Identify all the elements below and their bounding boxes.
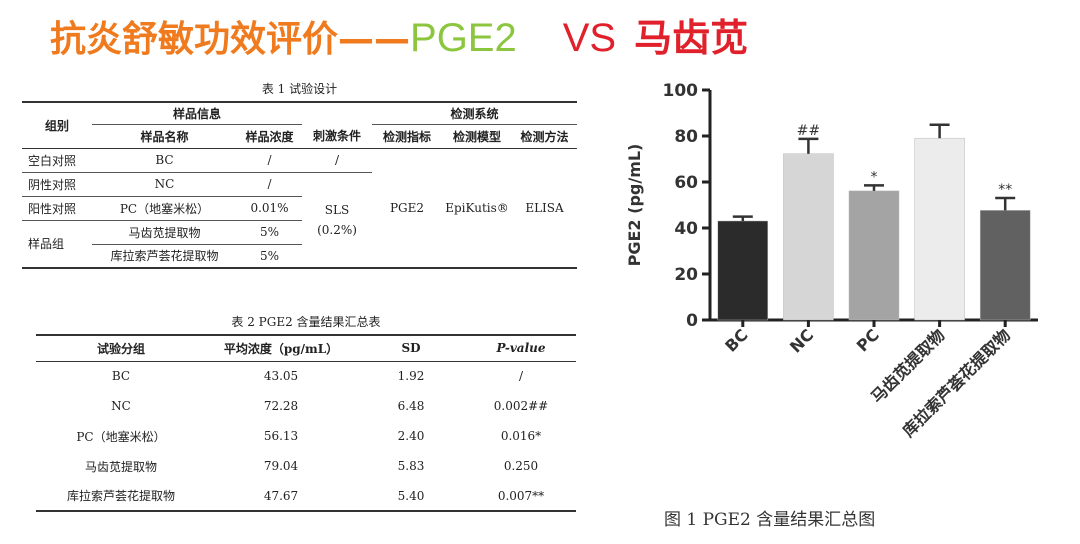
sample-name-cell: BC [92, 148, 237, 173]
group-cell: 阳性对照 [22, 196, 92, 221]
cell: 5.83 [397, 459, 425, 473]
design-table: 组别 样品信息 检测系统 样品名称 样品浓度 刺激条件 检测指标 检测模型 检测… [22, 101, 577, 269]
sample-conc-cell: / [237, 172, 302, 197]
col-header: 试验分组 [36, 334, 206, 362]
cell: NC [111, 399, 131, 413]
cell: 6.48 [397, 399, 425, 413]
sample-name-cell: NC [92, 172, 237, 197]
title-pge2: PGE2 [410, 16, 517, 60]
stim-cell: / [302, 148, 372, 173]
indicator-cell: PGE2 [372, 148, 442, 269]
group-header: 组别 [22, 101, 92, 149]
sample-conc-cell: 0.01% [237, 196, 302, 221]
cell: 1.92 [397, 369, 425, 384]
bar [783, 153, 834, 321]
sample-name-header: 样品名称 [92, 124, 237, 149]
cell: 0.250 [503, 459, 539, 473]
bar [848, 190, 900, 321]
method-header: 检测方法 [512, 124, 577, 149]
y-tick-label: 100 [663, 81, 699, 101]
cell: 72.28 [263, 399, 299, 413]
stim-sls-conc: (0.2%) [317, 222, 357, 237]
table1-caption: 表 1 试验设计 [261, 82, 338, 96]
bar [979, 210, 1031, 321]
col-header: SD [356, 334, 466, 362]
y-tick-label: 40 [674, 219, 698, 239]
x-tick-label: BC [721, 325, 751, 355]
sample-conc-header: 样品浓度 [237, 124, 302, 149]
bar [914, 137, 965, 321]
table-row: BC 43.05 1.92 / [36, 361, 576, 391]
cell: 0.016* [500, 429, 542, 443]
table-row: 库拉索芦荟花提取物 47.67 5.40 0.007** [36, 481, 576, 512]
cell: 马齿苋提取物 [84, 459, 157, 474]
method-cell: ELISA [512, 148, 577, 269]
cell: 库拉索芦荟花提取物 [36, 481, 206, 512]
sample-conc-cell: 5% [237, 244, 302, 269]
group-cell: 阴性对照 [22, 172, 92, 197]
results-table: 试验分组 平均浓度（pg/mL） SD P-value BC 43.05 1.9… [36, 334, 576, 512]
title-portulaca: 马齿苋 [634, 16, 749, 60]
cell: 56.13 [263, 429, 299, 443]
cell: 0.002## [493, 399, 549, 413]
y-tick-label: 80 [674, 127, 698, 147]
significance-label: ## [797, 123, 820, 139]
group-cell: 样品组 [22, 220, 92, 269]
bar [717, 220, 769, 321]
y-tick-label: 60 [674, 173, 698, 193]
stim-sls-cell: SLS (0.2%) [302, 172, 372, 269]
model-header: 检测模型 [442, 124, 512, 149]
group-cell: 空白对照 [22, 148, 92, 173]
col-header: 平均浓度（pg/mL） [206, 334, 356, 362]
cell: 5.40 [356, 481, 466, 512]
table-row: PC（地塞米松） 56.13 2.40 0.016* [36, 421, 576, 451]
page-title: 抗炎舒敏功效评价——PGE2 VS 马齿苋 [50, 6, 748, 70]
significance-label: * [871, 169, 878, 185]
y-axis-label: PGE2 (pg/mL) [625, 144, 644, 267]
sample-info-header: 样品信息 [92, 101, 302, 125]
cell: / [518, 369, 524, 384]
stim-header: 刺激条件 [302, 124, 372, 149]
figure-caption: 图 1 PGE2 含量结果汇总图 [664, 510, 876, 530]
col-header: P-value [466, 334, 576, 362]
cell: 2.40 [397, 429, 425, 443]
title-main: 抗炎舒敏功效评价—— [50, 19, 411, 60]
x-tick-label: PC [853, 325, 883, 355]
table-row: 马齿苋提取物 79.04 5.83 0.250 [36, 451, 576, 481]
y-tick-label: 20 [674, 265, 698, 285]
cell: 47.67 [206, 481, 356, 512]
table-row: NC 72.28 6.48 0.002## [36, 391, 576, 421]
indicator-header: 检测指标 [372, 124, 442, 149]
sample-conc-cell: 5% [237, 220, 302, 245]
sample-name-cell: 库拉索芦荟花提取物 [92, 244, 237, 269]
significance-label: ** [998, 182, 1012, 198]
sample-name-cell: PC（地塞米松） [92, 196, 237, 221]
x-tick-label: 库拉索芦荟花提取物 [899, 325, 1014, 440]
cell: 43.05 [263, 369, 299, 384]
table2-caption: 表 2 PGE2 含量结果汇总表 [231, 315, 381, 329]
model-cell: EpiKutis® [442, 148, 512, 269]
cell: BC [111, 369, 131, 384]
cell: 0.007** [466, 481, 576, 512]
x-tick-label: NC [786, 325, 817, 356]
cell: PC（地塞米松） [76, 429, 166, 444]
sample-conc-cell: / [237, 148, 302, 173]
y-tick-label: 0 [686, 311, 698, 331]
stim-sls: SLS [324, 202, 350, 217]
title-vs: VS [562, 16, 617, 60]
sample-name-cell: 马齿苋提取物 [92, 220, 237, 245]
cell: 79.04 [263, 459, 299, 473]
detection-header: 检测系统 [372, 101, 577, 125]
